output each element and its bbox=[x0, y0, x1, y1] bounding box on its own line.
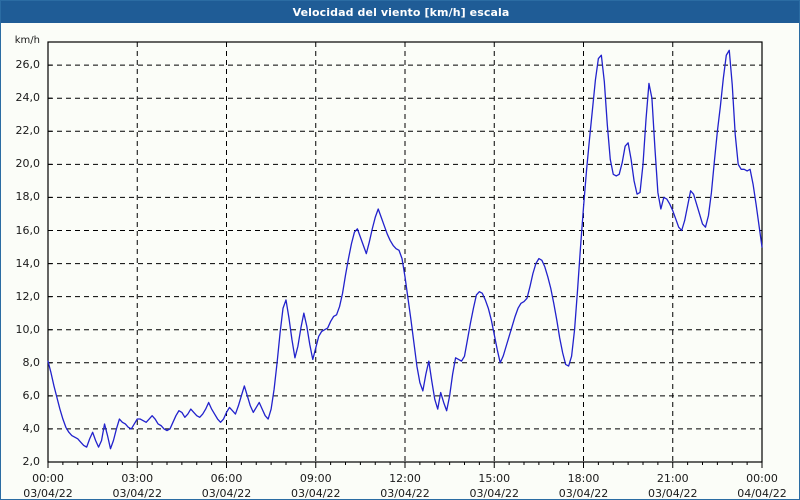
y-axis-tick-label: 24,0 bbox=[15, 91, 41, 105]
y-axis-tick-label: 10,0 bbox=[15, 322, 41, 336]
x-tick-time: 06:00 bbox=[210, 472, 243, 485]
x-axis-tick-label: 03:00 03/04/22 bbox=[92, 471, 182, 500]
x-tick-date: 04/04/22 bbox=[737, 487, 787, 500]
x-axis-tick-label: 00:00 04/04/22 bbox=[717, 471, 799, 500]
x-tick-date: 03/04/22 bbox=[291, 487, 341, 500]
x-tick-time: 00:00 bbox=[746, 472, 778, 485]
x-tick-date: 03/04/22 bbox=[23, 487, 73, 500]
y-axis-tick-label: 14,0 bbox=[15, 256, 41, 270]
data-series-line bbox=[47, 49, 763, 450]
chart-area: km/h 2,0 4,0 6,0 8,0 10,0 12,0 14,0 16,0 18,0 20,… bbox=[1, 23, 799, 499]
y-axis-tick-label: 20,0 bbox=[15, 157, 41, 171]
x-axis-tick-label: 21:00 03/04/22 bbox=[628, 471, 718, 500]
x-tick-date: 03/04/22 bbox=[558, 487, 609, 500]
y-axis-tick-label: 2,0 bbox=[22, 455, 41, 468]
x-axis-tick-label: 06:00 03/04/22 bbox=[182, 471, 272, 500]
x-tick-time: 15:00 bbox=[478, 472, 511, 485]
x-tick-time: 03:00 bbox=[121, 472, 154, 485]
x-tick-time: 12:00 bbox=[389, 472, 421, 485]
y-axis-tick-label: 18,0 bbox=[15, 190, 41, 204]
y-axis-tick-label: 16,0 bbox=[15, 223, 41, 237]
x-axis-tick-label: 15:00 03/04/22 bbox=[449, 471, 539, 500]
x-tick-time: 21:00 bbox=[656, 472, 689, 485]
y-axis-tick-label: 26,0 bbox=[15, 58, 41, 72]
y-axis-tick-label: 22,0 bbox=[15, 124, 41, 138]
x-axis-tick-label: 12:00 03/04/22 bbox=[360, 471, 450, 500]
x-tick-date: 03/04/22 bbox=[648, 487, 698, 500]
x-axis-tick-label: 18:00 03/04/22 bbox=[539, 471, 629, 500]
x-tick-time: 18:00 bbox=[567, 472, 600, 485]
y-axis-unit-label: km/h bbox=[14, 35, 40, 46]
y-axis-tick-label: 12,0 bbox=[15, 289, 41, 303]
x-tick-date: 03/04/22 bbox=[380, 487, 430, 500]
y-axis-tick-label: 4,0 bbox=[22, 421, 41, 435]
x-tick-date: 03/04/22 bbox=[112, 487, 162, 500]
x-tick-date: 03/04/22 bbox=[201, 487, 252, 500]
window-title-bar: Velocidad del viento [km/h] escala bbox=[1, 1, 799, 23]
y-axis-tick-label: 6,0 bbox=[22, 388, 41, 402]
page-title: Velocidad del viento [km/h] escala bbox=[292, 5, 510, 19]
y-axis-tick-label: 8,0 bbox=[22, 355, 41, 369]
x-tick-date: 03/04/22 bbox=[469, 487, 519, 500]
x-tick-time: 09:00 bbox=[299, 472, 332, 485]
x-tick-time: 00:00 bbox=[32, 472, 64, 485]
wind-speed-line-chart bbox=[47, 41, 763, 468]
x-axis-tick-label: 09:00 03/04/22 bbox=[271, 471, 361, 500]
x-axis-tick-label: 00:00 03/04/22 bbox=[3, 471, 93, 500]
